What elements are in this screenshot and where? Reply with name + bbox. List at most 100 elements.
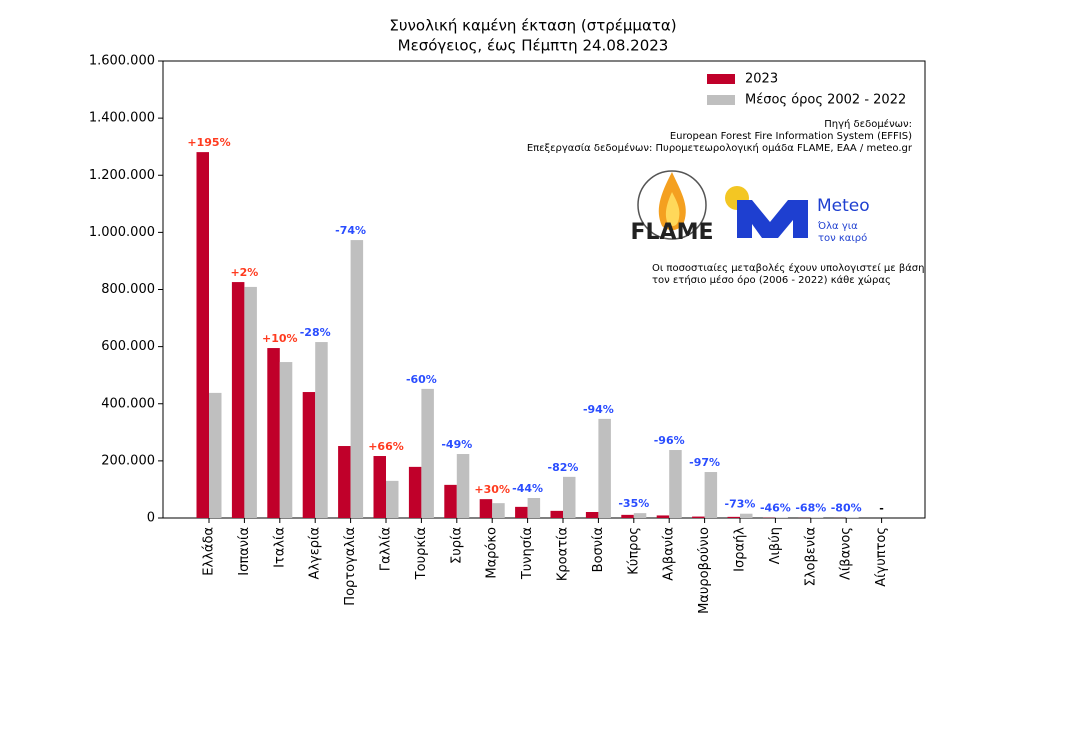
change-label: +30% [474,483,510,496]
x-tick-label: Λιβύη [768,527,783,564]
change-label: -94% [583,403,614,416]
change-label: +2% [230,266,258,279]
y-tick-label: 400.000 [101,396,155,411]
bar [585,512,599,518]
change-label: +10% [262,332,298,345]
x-tick-label: Ελλάδα [202,527,217,576]
bar [302,392,316,518]
change-label: -74% [335,224,366,237]
meteo-logo: Meteo Όλα για τον καιρό [725,186,870,244]
note-text: Οι ποσοστιαίες μεταβολές έχουν υπολογιστ… [652,262,925,274]
x-tick-label: Ισραήλ [733,527,748,572]
bar [209,392,222,518]
bar [598,418,611,518]
change-label: -80% [831,502,862,515]
change-label: -44% [512,482,543,495]
bar [527,498,541,518]
change-label: -60% [406,373,437,386]
change-label: - [879,502,884,515]
legend-swatch [707,74,735,84]
legend-label: 2023 [745,72,778,87]
bar [196,152,209,518]
x-tick-label: Βοσνία [591,527,606,572]
bar [421,388,434,518]
note-text: τον ετήσιο μέσο όρο (2006 - 2022) κάθε χ… [652,274,891,286]
x-tick-label: Τουρκία [414,527,429,580]
bar [479,499,493,518]
change-label: +66% [368,440,404,453]
change-label: -49% [441,438,472,451]
y-tick-label: 1.400.000 [89,111,155,126]
x-tick-label: Τυνησία [520,527,535,580]
x-tick-label: Γαλλία [379,527,394,571]
bar [350,240,364,519]
legend-label: Μέσος όρος 2002 - 2022 [745,93,906,108]
bar [775,517,788,518]
logo-tagline: Όλα για [817,220,858,232]
bar [669,450,682,518]
change-label: -96% [654,434,685,447]
logo-tagline: τον καιρό [818,232,867,244]
x-tick-label: Κύπρος [626,527,641,575]
bar [621,514,634,518]
x-tick-label: Ισπανία [237,527,252,576]
y-tick-label: 600.000 [101,339,155,354]
y-tick-label: 1.600.000 [89,54,155,69]
bar [444,484,457,518]
source-text: Πηγή δεδομένων: [824,118,912,130]
bar [727,516,740,518]
change-label: -46% [760,501,791,514]
change-label: -35% [618,497,649,510]
bar [267,348,280,518]
change-label: -97% [689,456,720,469]
x-tick-label: Πορτογαλία [343,527,358,606]
x-tick-label: Αίγυπτος [874,527,889,587]
x-tick-label: Ιταλία [272,527,287,568]
y-tick-label: 0 [147,511,155,526]
change-label: -73% [725,498,756,511]
y-tick-label: 1.000.000 [89,225,155,240]
x-tick-label: Λίβανος [839,527,854,580]
change-label: +195% [187,136,230,149]
bar [231,282,245,518]
x-tick-label: Σλοβενία [803,527,818,586]
y-tick-label: 800.000 [101,282,155,297]
chart-title: Συνολική καμένη έκταση (στρέμματα) [389,17,676,35]
x-tick-label: Αλγερία [308,527,323,580]
bar [338,446,351,518]
bar [563,476,576,518]
bar [550,510,563,518]
bar [373,456,386,518]
y-tick-label: 1.200.000 [89,168,155,183]
bar [633,513,647,518]
source-text: Επεξεργασία δεδομένων: Πυρομετεωρολογική… [527,142,913,154]
source-text: European Forest Fire Information System … [670,131,912,142]
bar [315,342,328,518]
bar [704,472,718,518]
x-tick-label: Συρία [449,527,464,564]
x-tick-label: Μαυροβούνιο [697,527,712,614]
legend-swatch [707,95,735,105]
bar [408,466,422,518]
change-label: -82% [548,461,579,474]
x-tick-label: Κροατία [556,527,571,581]
change-label: -68% [795,502,826,515]
logo-ring [637,170,707,240]
bar [515,506,528,518]
logo-flame [665,192,680,226]
legend: 2023 Μέσος όρος 2002 - 2022 [707,72,906,108]
bar [386,480,399,518]
bar [492,503,505,518]
chart-subtitle: Μεσόγειος, έως Πέμπτη 24.08.2023 [398,37,669,55]
logo-text: FLAME [631,220,714,245]
bar [456,454,470,518]
y-tick-label: 200.000 [101,453,155,468]
bar [244,286,257,518]
logo-text: Meteo [817,196,870,216]
bar [279,362,293,518]
bar [656,515,670,518]
logo-m [737,200,808,238]
x-tick-label: Μαρόκο [485,527,500,579]
change-label: -28% [300,326,331,339]
